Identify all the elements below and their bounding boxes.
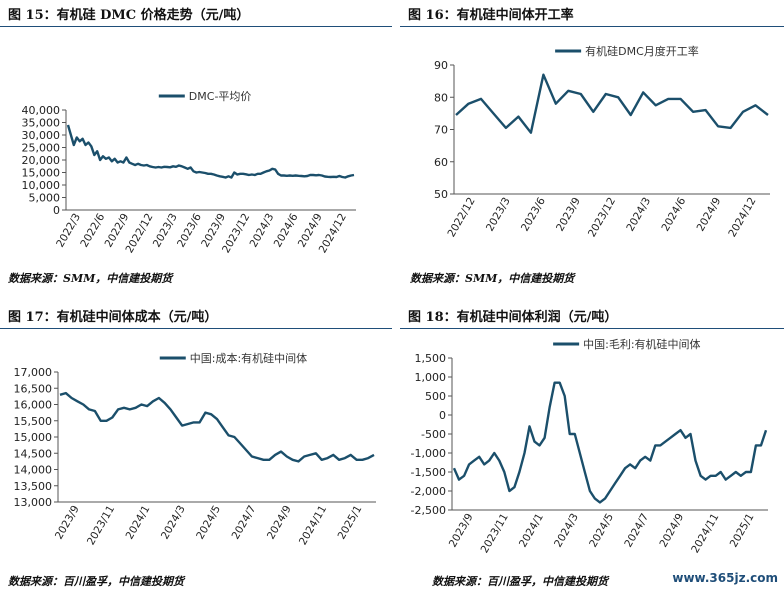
x-tick-label: 2024/11 — [689, 512, 721, 556]
panel-18-header: 图 18：有机硅中间体利润（元/吨） — [400, 302, 784, 329]
y-tick-label: 15,000 — [22, 167, 61, 180]
x-tick-label: 2024/7 — [622, 512, 651, 550]
panel-16-source: 数据来源：SMM，中信建投期货 — [410, 272, 575, 285]
y-tick-label: 5,000 — [29, 192, 61, 205]
chart-18: -2,500 -2,000 -1,500 -1,000 -500 0 500 1,000 1,5… — [411, 337, 768, 556]
legend-label: 中国:毛利:有机硅中间体 — [583, 337, 700, 351]
x-tick-label: 2024/9 — [695, 196, 724, 234]
y-tick-label: -2,000 — [411, 485, 446, 498]
y-tick-label: 0 — [53, 204, 60, 217]
y-tick-label: 16,000 — [14, 399, 53, 412]
chart-15: 05,00010,00015,00020,00025,00030,00035,0… — [22, 90, 356, 255]
y-tick-label: 70 — [434, 124, 448, 137]
panel-16-header: 图 16：有机硅中间体开工率 — [400, 0, 784, 27]
panel-15-source: 数据来源：SMM，中信建投期货 — [8, 272, 173, 285]
y-tick-label: 500 — [425, 390, 446, 403]
x-tick-label: 2025/1 — [728, 512, 757, 550]
y-tick-label: -2,500 — [411, 504, 446, 517]
y-tick-label: 60 — [434, 156, 448, 169]
y-tick-label: 40,000 — [22, 104, 61, 117]
panel-18-source: 数据来源：百川盈孚，中信建投期货 — [432, 575, 608, 588]
y-tick-label: -500 — [421, 428, 446, 441]
chart-17: 13,000 13,500 14,000 14,500 15,000 15,500 16,0… — [14, 351, 376, 548]
x-tick-label: 2023/6 — [519, 195, 548, 233]
y-tick-label: 15,000 — [14, 431, 53, 444]
x-tick-label: 2024/3 — [159, 504, 188, 542]
y-tick-label: 17,000 — [14, 366, 53, 379]
y-tick-label: 35,000 — [22, 117, 61, 130]
x-tick-label: 2023/11 — [85, 504, 117, 548]
panel-18-title: 图 18：有机硅中间体利润（元/吨） — [408, 310, 618, 325]
series-line — [66, 124, 355, 179]
y-tick-label: 80 — [434, 91, 448, 104]
y-tick-label: 50 — [434, 188, 448, 201]
legend-label: DMC-平均价 — [189, 90, 252, 103]
x-tick-label: 2024/12 — [726, 196, 758, 240]
series-line — [59, 391, 375, 463]
x-tick-label: 2023/3 — [484, 196, 513, 234]
x-tick-label: 2024/6 — [659, 195, 688, 233]
watermark-text: www.365jz.com — [672, 571, 778, 585]
y-tick-label: 0 — [439, 409, 446, 422]
legend-label: 有机硅DMC月度开工率 — [585, 44, 699, 58]
y-tick-label: 13,000 — [14, 496, 53, 509]
y-tick-label: 16,500 — [14, 382, 53, 395]
chart-16: 50 60 70 80 90 2022/12 2023/3 2023/6 2023/9 2023/… — [434, 44, 770, 240]
panel-15-title: 图 15：有机硅 DMC 价格走势（元/吨） — [8, 8, 250, 23]
y-tick-label: -1,000 — [411, 447, 446, 460]
panel-17-source: 数据来源：百川盈孚，中信建投期货 — [8, 575, 184, 588]
x-tick-label: 2024/5 — [587, 512, 616, 550]
y-tick-label: 90 — [434, 59, 448, 72]
x-tick-label: 2024/1 — [124, 504, 153, 542]
y-tick-label: 14,500 — [14, 447, 53, 460]
y-tick-label: 15,500 — [14, 415, 53, 428]
x-tick-label: 2022/12 — [445, 196, 477, 240]
x-tick-label: 2024/3 — [624, 196, 653, 234]
y-tick-label: 13,500 — [14, 480, 53, 493]
x-tick-label: 2023/11 — [479, 512, 511, 556]
panel-17-title: 图 17：有机硅中间体成本（元/吨） — [8, 310, 218, 325]
series-line — [452, 381, 768, 504]
series-line — [455, 73, 769, 134]
y-tick-label: 1,500 — [415, 352, 447, 365]
x-tick-label: 2024/5 — [194, 504, 223, 542]
x-tick-label: 2024/9 — [657, 512, 686, 550]
y-tick-label: 30,000 — [22, 129, 61, 142]
x-tick-label: 2024/3 — [552, 512, 581, 550]
y-tick-label: 1,000 — [415, 371, 447, 384]
x-tick-label: 2024/7 — [230, 504, 259, 542]
x-tick-label: 2024/1 — [517, 512, 546, 550]
x-tick-label: 2023/9 — [53, 504, 82, 542]
y-tick-label: -1,500 — [411, 466, 446, 479]
x-tick-label: 2023/9 — [554, 196, 583, 234]
x-tick-label: 2023/9 — [447, 512, 476, 550]
legend-label: 中国:成本:有机硅中间体 — [190, 351, 307, 365]
y-tick-label: 14,000 — [14, 464, 53, 477]
panel-17-header: 图 17：有机硅中间体成本（元/吨） — [0, 302, 392, 329]
x-tick-label: 2025/1 — [336, 504, 365, 542]
x-tick-label: 2024/9 — [265, 504, 294, 542]
panel-15-header: 图 15：有机硅 DMC 价格走势（元/吨） — [0, 0, 392, 27]
y-tick-label: 20,000 — [22, 154, 61, 167]
x-tick-label: 2024/11 — [297, 504, 329, 548]
y-tick-label: 25,000 — [22, 142, 61, 155]
x-tick-label: 2023/12 — [586, 196, 618, 240]
y-tick-label: 10,000 — [22, 179, 61, 192]
panel-16-title: 图 16：有机硅中间体开工率 — [408, 8, 574, 23]
